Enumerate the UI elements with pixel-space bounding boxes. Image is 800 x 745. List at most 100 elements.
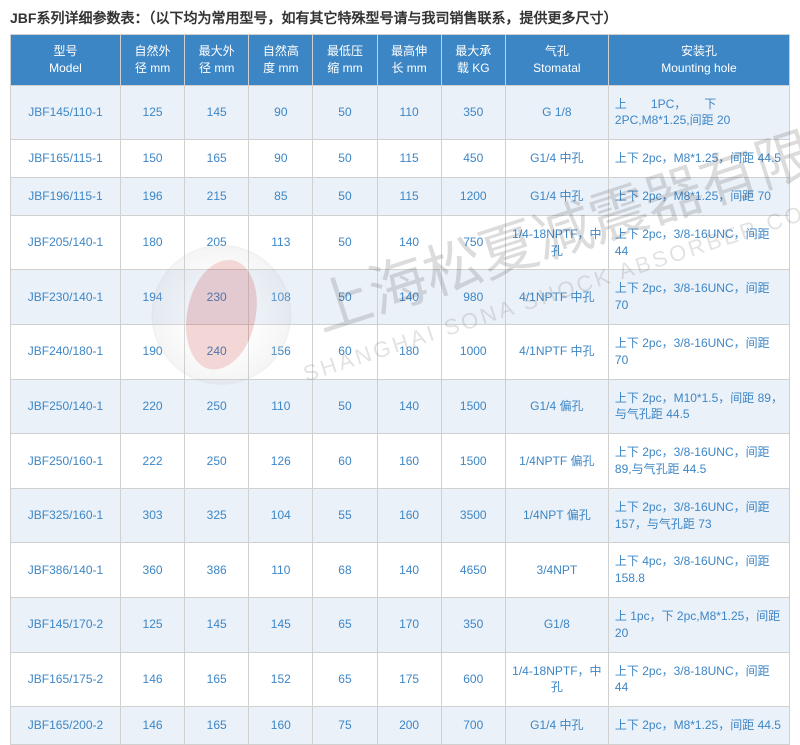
column-header-line2: Mounting hole — [613, 60, 785, 77]
table-cell: 65 — [313, 597, 377, 652]
table-cell: 85 — [249, 177, 313, 215]
table-cell: 1/4NPT 偏孔 — [505, 488, 608, 543]
column-header: 型号Model — [11, 35, 121, 86]
table-cell: 140 — [377, 379, 441, 434]
table-cell: 60 — [313, 324, 377, 379]
table-cell: 325 — [185, 488, 249, 543]
table-cell: 上下 2pc，3/8-16UNC，间距 70 — [608, 270, 789, 325]
table-cell: 上 1pc，下 2pc,M8*1.25，间距 20 — [608, 597, 789, 652]
table-cell: 1200 — [441, 177, 505, 215]
table-cell: 4/1NPTF 中孔 — [505, 324, 608, 379]
table-cell: 50 — [313, 85, 377, 140]
table-cell: 50 — [313, 140, 377, 178]
table-cell: 90 — [249, 140, 313, 178]
table-row: JBF145/170-212514514565170350G1/8上 1pc，下… — [11, 597, 790, 652]
table-cell: 386 — [185, 543, 249, 598]
table-cell: 146 — [120, 652, 184, 707]
column-header: 最高伸长 mm — [377, 35, 441, 86]
table-row: JBF240/180-11902401566018010004/1NPTF 中孔… — [11, 324, 790, 379]
table-cell: 160 — [377, 488, 441, 543]
page-title: JBF系列详细参数表：（以下均为常用型号，如有其它特殊型号请与我司销售联系，提供… — [0, 0, 800, 34]
table-cell: 上下 2pc，M8*1.25，间距 70 — [608, 177, 789, 215]
spec-table: 型号Model自然外径 mm最大外径 mm自然高度 mm最低压缩 mm最高伸长 … — [10, 34, 790, 745]
table-cell: 125 — [120, 597, 184, 652]
table-cell: 110 — [249, 379, 313, 434]
table-cell: 68 — [313, 543, 377, 598]
table-row: JBF386/140-13603861106814046503/4NPT上下 4… — [11, 543, 790, 598]
table-cell: JBF165/175-2 — [11, 652, 121, 707]
table-cell: 1500 — [441, 434, 505, 489]
table-cell: 215 — [185, 177, 249, 215]
column-header: 最大外径 mm — [185, 35, 249, 86]
table-row: JBF250/160-12222501266016015001/4NPTF 偏孔… — [11, 434, 790, 489]
table-cell: 75 — [313, 707, 377, 745]
column-header-line1: 气孔 — [510, 43, 604, 60]
table-cell: 50 — [313, 177, 377, 215]
column-header-line2: Stomatal — [510, 60, 604, 77]
table-cell: 上下 4pc，3/8-16UNC，间距 158.8 — [608, 543, 789, 598]
table-cell: 上下 2pc，M10*1.5，间距 89，与气孔距 44.5 — [608, 379, 789, 434]
table-cell: 115 — [377, 177, 441, 215]
table-cell: 60 — [313, 434, 377, 489]
table-cell: 194 — [120, 270, 184, 325]
table-cell: 156 — [249, 324, 313, 379]
table-cell: 1000 — [441, 324, 505, 379]
table-cell: 上下 2pc，3/8-18UNC，间距 44 — [608, 652, 789, 707]
table-cell: 上下 2pc，M8*1.25，间距 44.5 — [608, 140, 789, 178]
table-cell: G1/4 偏孔 — [505, 379, 608, 434]
column-header-line1: 安装孔 — [613, 43, 785, 60]
table-cell: 450 — [441, 140, 505, 178]
table-cell: 上下 2pc，3/8-16UNC，间距 70 — [608, 324, 789, 379]
table-row: JBF205/140-1180205113501407501/4-18NPTF，… — [11, 215, 790, 270]
table-cell: 750 — [441, 215, 505, 270]
table-cell: 175 — [377, 652, 441, 707]
column-header: 最低压缩 mm — [313, 35, 377, 86]
table-cell: 350 — [441, 597, 505, 652]
table-cell: G1/4 中孔 — [505, 140, 608, 178]
table-cell: JBF145/110-1 — [11, 85, 121, 140]
table-cell: 140 — [377, 215, 441, 270]
table-cell: 160 — [249, 707, 313, 745]
column-header: 自然高度 mm — [249, 35, 313, 86]
table-cell: JBF250/160-1 — [11, 434, 121, 489]
table-cell: 55 — [313, 488, 377, 543]
table-cell: 145 — [185, 597, 249, 652]
table-cell: 980 — [441, 270, 505, 325]
table-cell: 250 — [185, 379, 249, 434]
table-cell: JBF165/115-1 — [11, 140, 121, 178]
table-cell: 上下 2pc，3/8-16UNC，间距 89,与气孔距 44.5 — [608, 434, 789, 489]
table-cell: 110 — [249, 543, 313, 598]
column-header: 最大承载 KG — [441, 35, 505, 86]
table-cell: 180 — [120, 215, 184, 270]
table-cell: G1/4 中孔 — [505, 707, 608, 745]
table-cell: JBF165/200-2 — [11, 707, 121, 745]
column-header-line1: 自然高 — [253, 43, 308, 60]
table-cell: 165 — [185, 707, 249, 745]
column-header-line1: 最低压 — [317, 43, 372, 60]
table-cell: JBF230/140-1 — [11, 270, 121, 325]
table-cell: 3/4NPT — [505, 543, 608, 598]
column-header-line2: 径 mm — [125, 60, 180, 77]
table-cell: 240 — [185, 324, 249, 379]
table-cell: 350 — [441, 85, 505, 140]
table-cell: 113 — [249, 215, 313, 270]
table-cell: G1/8 — [505, 597, 608, 652]
column-header-line2: Model — [15, 60, 116, 77]
table-cell: 126 — [249, 434, 313, 489]
table-cell: 4650 — [441, 543, 505, 598]
table-cell: 196 — [120, 177, 184, 215]
table-cell: 150 — [120, 140, 184, 178]
table-cell: 1/4-18NPTF，中孔 — [505, 652, 608, 707]
column-header-line1: 自然外 — [125, 43, 180, 60]
table-cell: 145 — [185, 85, 249, 140]
table-row: JBF250/140-1220250110501401500G1/4 偏孔上下 … — [11, 379, 790, 434]
column-header: 自然外径 mm — [120, 35, 184, 86]
column-header-line2: 径 mm — [189, 60, 244, 77]
table-cell: 90 — [249, 85, 313, 140]
table-cell: 146 — [120, 707, 184, 745]
table-cell: 上下 2pc，M8*1.25，间距 44.5 — [608, 707, 789, 745]
table-row: JBF325/160-13033251045516035001/4NPT 偏孔上… — [11, 488, 790, 543]
table-cell: G 1/8 — [505, 85, 608, 140]
table-cell: 104 — [249, 488, 313, 543]
table-row: JBF165/175-2146165152651756001/4-18NPTF，… — [11, 652, 790, 707]
